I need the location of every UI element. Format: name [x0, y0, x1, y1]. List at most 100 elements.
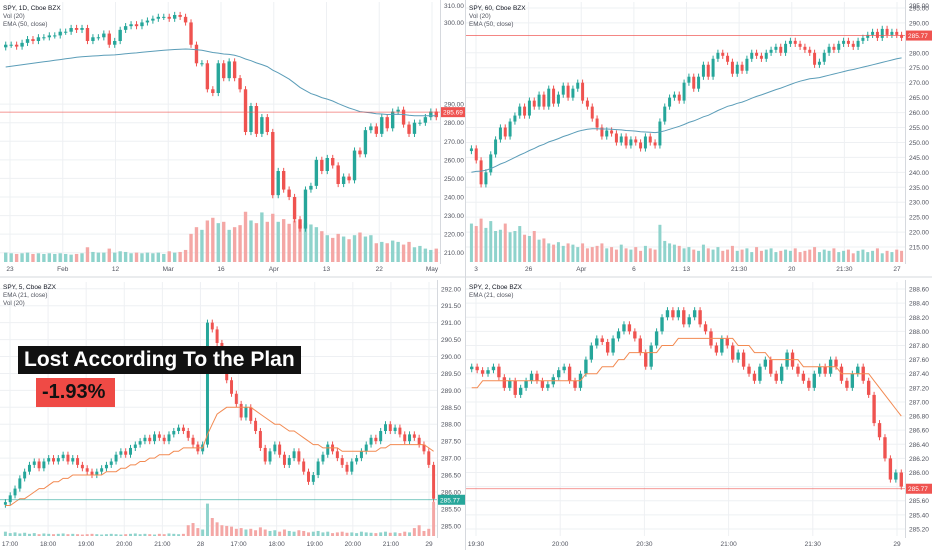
volume-bar	[331, 533, 335, 536]
y-tick-label: 300.00	[444, 20, 464, 27]
x-tick-label: 19:30	[468, 541, 485, 548]
candle	[735, 64, 739, 74]
candle	[769, 49, 773, 53]
volume-bar	[721, 250, 725, 262]
candle	[676, 310, 681, 318]
volume-bar	[157, 533, 161, 536]
candle	[102, 33, 106, 38]
candle	[677, 94, 681, 101]
volume-bar	[52, 534, 56, 536]
candle	[561, 85, 565, 95]
candle	[888, 458, 893, 480]
volume-bar	[687, 247, 691, 262]
volume-bar	[407, 241, 411, 262]
candle	[489, 154, 493, 173]
volume-bar	[232, 227, 237, 262]
candle	[634, 139, 638, 143]
volume-bar	[427, 528, 431, 536]
candle	[369, 437, 373, 445]
volume-bar	[600, 243, 604, 262]
volume-bar	[124, 534, 128, 536]
last-price-label: 285.77	[908, 33, 928, 40]
candle	[649, 345, 653, 367]
volume-bar	[498, 229, 502, 262]
volume-bar	[347, 239, 351, 262]
x-tick-label: 18:00	[40, 541, 57, 548]
y-tick-label: 220.00	[444, 232, 464, 239]
candle	[885, 28, 889, 35]
candle	[95, 471, 99, 476]
volume-bar	[316, 530, 320, 536]
volume-bar	[345, 532, 349, 536]
candle	[605, 341, 610, 353]
candle	[610, 130, 614, 134]
volume-bar	[726, 249, 730, 262]
y-tick-label: 295.00	[909, 3, 929, 10]
candle	[14, 44, 19, 47]
candle	[784, 43, 788, 53]
candle	[80, 464, 84, 469]
volume-bar	[200, 229, 204, 262]
chart-panel-p3: 292.00 291.50 291.00 290.50 290.00 289.50 289.…	[0, 280, 465, 548]
candle	[167, 434, 171, 442]
candle	[145, 20, 150, 23]
y-tick-label: 286.80	[909, 414, 929, 421]
y-tick-label: 290.00	[444, 102, 464, 109]
candle	[429, 111, 433, 118]
candle	[129, 24, 133, 27]
candle	[393, 427, 397, 432]
volume-bar	[167, 533, 171, 536]
volume-bar	[697, 250, 701, 262]
candle	[697, 76, 701, 89]
candle	[76, 458, 80, 465]
candle	[624, 136, 628, 146]
volume-bar	[798, 252, 802, 262]
candle	[107, 33, 111, 45]
candle	[518, 387, 523, 395]
candle	[358, 150, 362, 155]
y-tick-label: 230.00	[909, 200, 929, 207]
volume-bar	[61, 533, 65, 536]
candle	[434, 111, 438, 118]
candle	[281, 171, 286, 190]
volume-bar	[162, 534, 166, 536]
candle	[822, 52, 826, 62]
candle	[692, 76, 696, 89]
y-tick-label: 288.20	[909, 315, 929, 322]
candle	[871, 31, 875, 35]
volume-bar	[619, 244, 623, 262]
volume-bar	[254, 223, 259, 262]
volume-bar	[639, 250, 643, 262]
candle	[850, 373, 855, 388]
volume-bar	[273, 530, 277, 536]
candle	[837, 43, 841, 50]
candle	[412, 122, 417, 134]
last-price-label: 285.69	[443, 110, 463, 117]
volume-bar	[191, 523, 195, 536]
candle	[355, 458, 359, 462]
candle	[31, 39, 35, 41]
candle	[162, 437, 166, 442]
volume-bar	[474, 226, 478, 262]
candle	[895, 31, 899, 35]
volume-bar	[385, 243, 389, 262]
candle	[74, 28, 79, 30]
candle	[134, 24, 139, 27]
volume-bar	[856, 250, 860, 262]
volume-bar	[900, 250, 904, 262]
volume-bar	[90, 533, 94, 536]
candle	[502, 377, 507, 388]
volume-bar	[325, 235, 329, 262]
volume-bar	[508, 232, 512, 262]
volume-bar	[547, 243, 551, 262]
candle	[189, 22, 193, 45]
candle	[755, 52, 759, 56]
candle	[644, 352, 648, 367]
candle	[537, 94, 541, 107]
candle	[721, 52, 725, 56]
volume-bar	[4, 252, 8, 262]
y-tick-label: 286.00	[441, 489, 461, 496]
x-tick-label: 23	[6, 266, 14, 273]
candle	[140, 22, 144, 27]
